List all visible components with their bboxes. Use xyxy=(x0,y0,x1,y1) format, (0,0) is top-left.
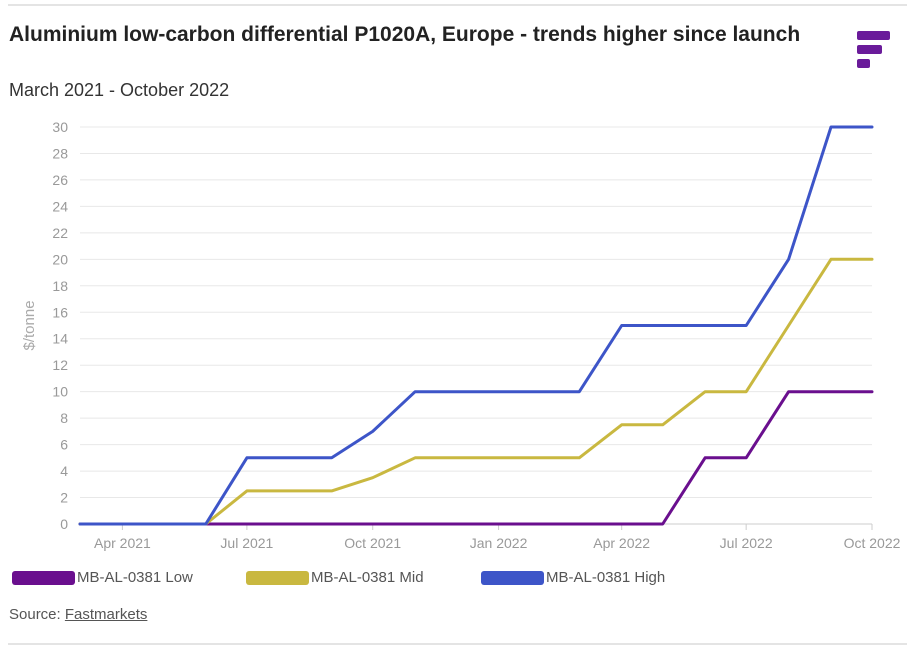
y-tick-label: 0 xyxy=(60,516,68,532)
x-tick-label: Apr 2022 xyxy=(593,535,650,551)
legend-label-mid: MB-AL-0381 Mid xyxy=(311,569,424,586)
y-tick-label: 4 xyxy=(60,463,68,479)
legend-label-high: MB-AL-0381 High xyxy=(546,569,666,586)
y-tick-label: 18 xyxy=(52,278,68,294)
legend-item-low[interactable]: MB-AL-0381 Low xyxy=(12,569,193,586)
legend-label-low: MB-AL-0381 Low xyxy=(77,569,193,586)
y-tick-label: 16 xyxy=(52,304,68,320)
y-tick-label: 6 xyxy=(60,437,68,453)
x-tick-label: Jan 2022 xyxy=(470,535,528,551)
bottom-divider xyxy=(8,643,907,645)
top-divider xyxy=(8,4,907,6)
x-tick-label: Oct 2022 xyxy=(844,535,901,551)
series-line-0 xyxy=(78,390,874,526)
chart-subtitle: March 2021 - October 2022 xyxy=(9,80,230,100)
y-tick-label: 20 xyxy=(52,251,68,267)
fastmarkets-logo-icon xyxy=(857,31,895,71)
y-tick-label: 30 xyxy=(52,119,68,135)
legend-item-high[interactable]: MB-AL-0381 High xyxy=(481,569,665,586)
legend-swatch-low xyxy=(12,570,75,585)
source-prefix: Source: xyxy=(9,606,65,623)
y-tick-label: 22 xyxy=(52,225,68,241)
y-tick-label: 10 xyxy=(52,384,68,400)
y-axis-title: $/tonne xyxy=(21,300,38,350)
x-tick-label: Apr 2021 xyxy=(94,535,151,551)
x-tick-label: Jul 2021 xyxy=(220,535,273,551)
legend-swatch-high xyxy=(481,570,544,585)
y-tick-label: 28 xyxy=(52,145,68,161)
source-note: Source: Fastmarkets xyxy=(9,606,147,623)
y-tick-label: 26 xyxy=(52,172,68,188)
source-link[interactable]: Fastmarkets xyxy=(64,606,148,623)
y-tick-label: 8 xyxy=(60,410,68,426)
x-tick-label: Jul 2022 xyxy=(720,535,773,551)
series-line-1 xyxy=(78,257,874,526)
y-tick-label: 24 xyxy=(52,198,68,214)
y-tick-label: 14 xyxy=(52,331,68,347)
y-tick-label: 12 xyxy=(52,357,68,373)
legend-item-mid[interactable]: MB-AL-0381 Mid xyxy=(246,569,424,586)
legend-swatch-mid xyxy=(246,570,309,585)
chart-legend: MB-AL-0381 Low MB-AL-0381 Mid MB-AL-0381… xyxy=(0,569,915,589)
chart-title: Aluminium low-carbon differential P1020A… xyxy=(9,23,801,46)
y-tick-label: 2 xyxy=(60,490,68,506)
x-tick-label: Oct 2021 xyxy=(344,535,401,551)
series-line-2 xyxy=(78,125,874,526)
